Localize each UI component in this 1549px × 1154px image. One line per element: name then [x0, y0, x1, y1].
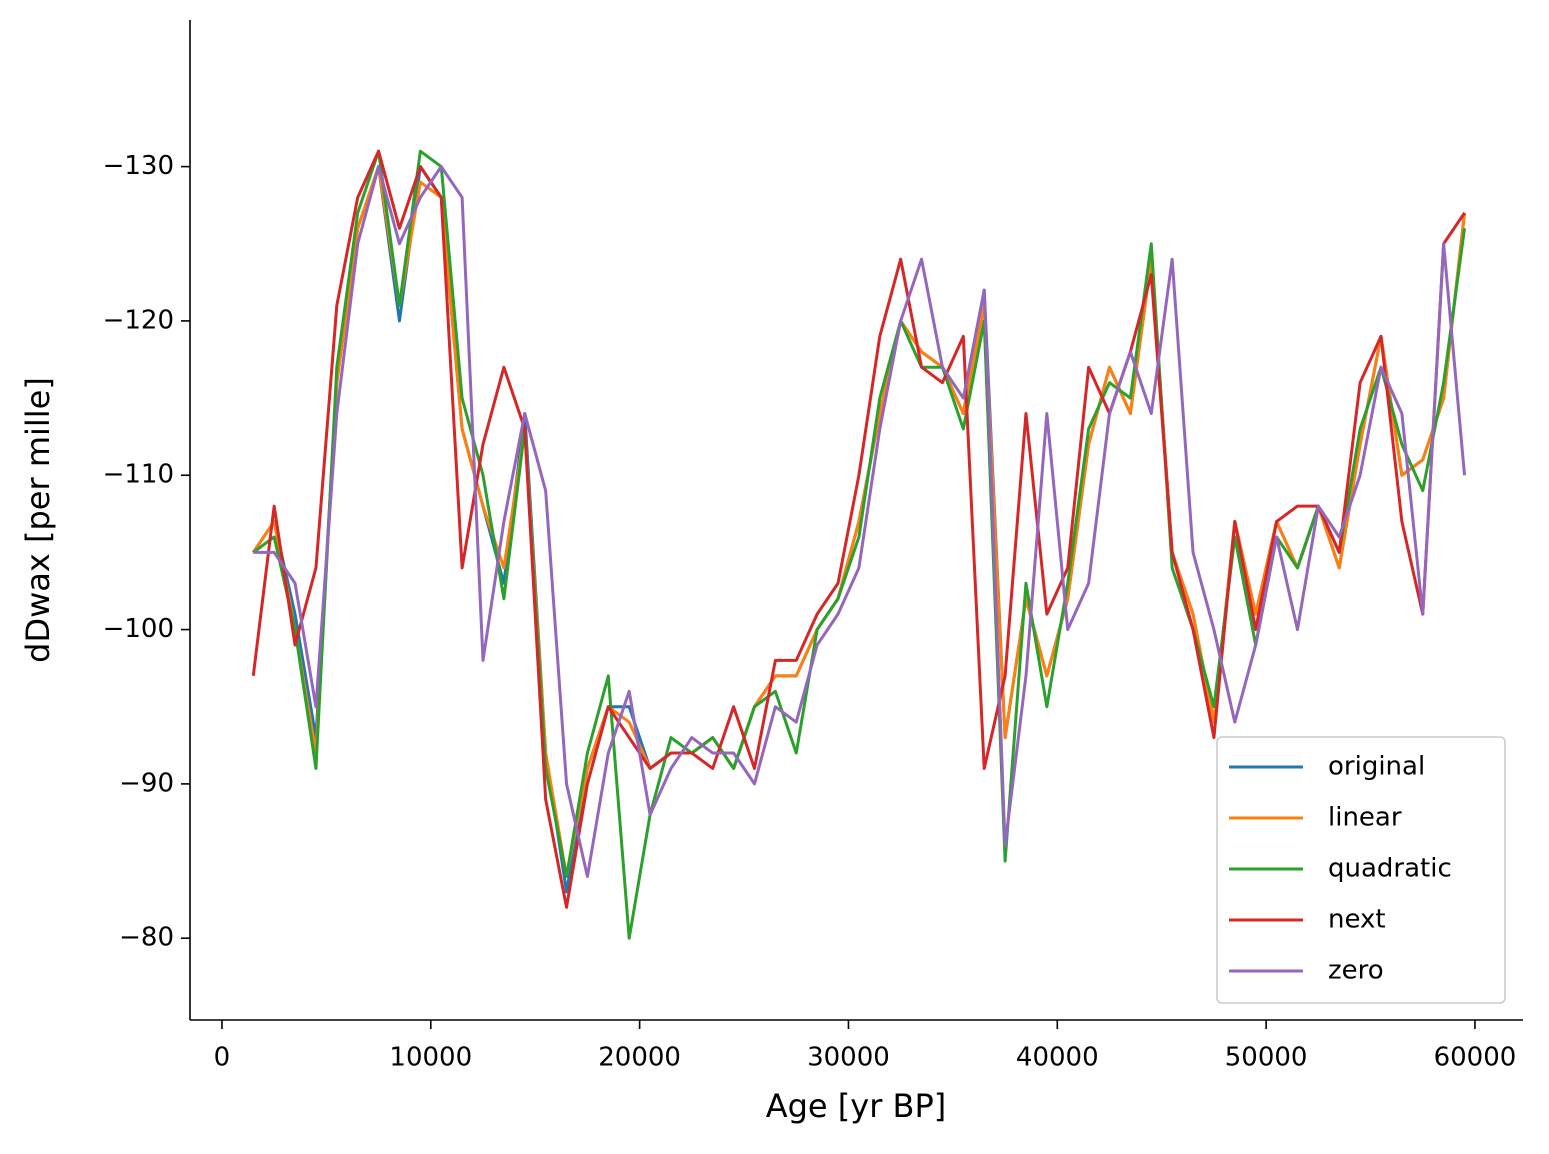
y-tick-label: −110	[103, 460, 174, 490]
x-tick-label: 50000	[1225, 1043, 1308, 1073]
y-tick-label: −90	[119, 768, 174, 798]
series-line	[251, 149, 1466, 909]
x-axis-label: Age [yr BP]	[766, 1087, 947, 1125]
series-line	[253, 165, 1467, 878]
legend-box	[1216, 736, 1506, 1004]
x-tick-label: 20000	[598, 1043, 681, 1073]
y-tick-label: −130	[103, 151, 174, 181]
x-tick-label: 40000	[1016, 1043, 1099, 1073]
series-line	[252, 165, 1467, 878]
legend-label: linear	[1328, 803, 1402, 833]
legend-label: quadratic	[1328, 854, 1452, 884]
x-tick-label: 0	[214, 1043, 231, 1073]
x-tick-label: 30000	[807, 1043, 890, 1073]
x-tick-label: 10000	[389, 1043, 472, 1073]
y-tick-label: −100	[103, 614, 174, 644]
y-axis-label: dDwax [per mille]	[19, 377, 57, 663]
x-tick-label: 60000	[1434, 1043, 1517, 1073]
legend: original linear quadratic next zero	[1216, 736, 1506, 1004]
y-tick-label: −80	[119, 923, 174, 953]
legend-label: next	[1328, 905, 1386, 935]
legend-label: original	[1328, 752, 1425, 782]
y-tick-label: −120	[103, 305, 174, 335]
legend-label: zero	[1328, 956, 1384, 986]
